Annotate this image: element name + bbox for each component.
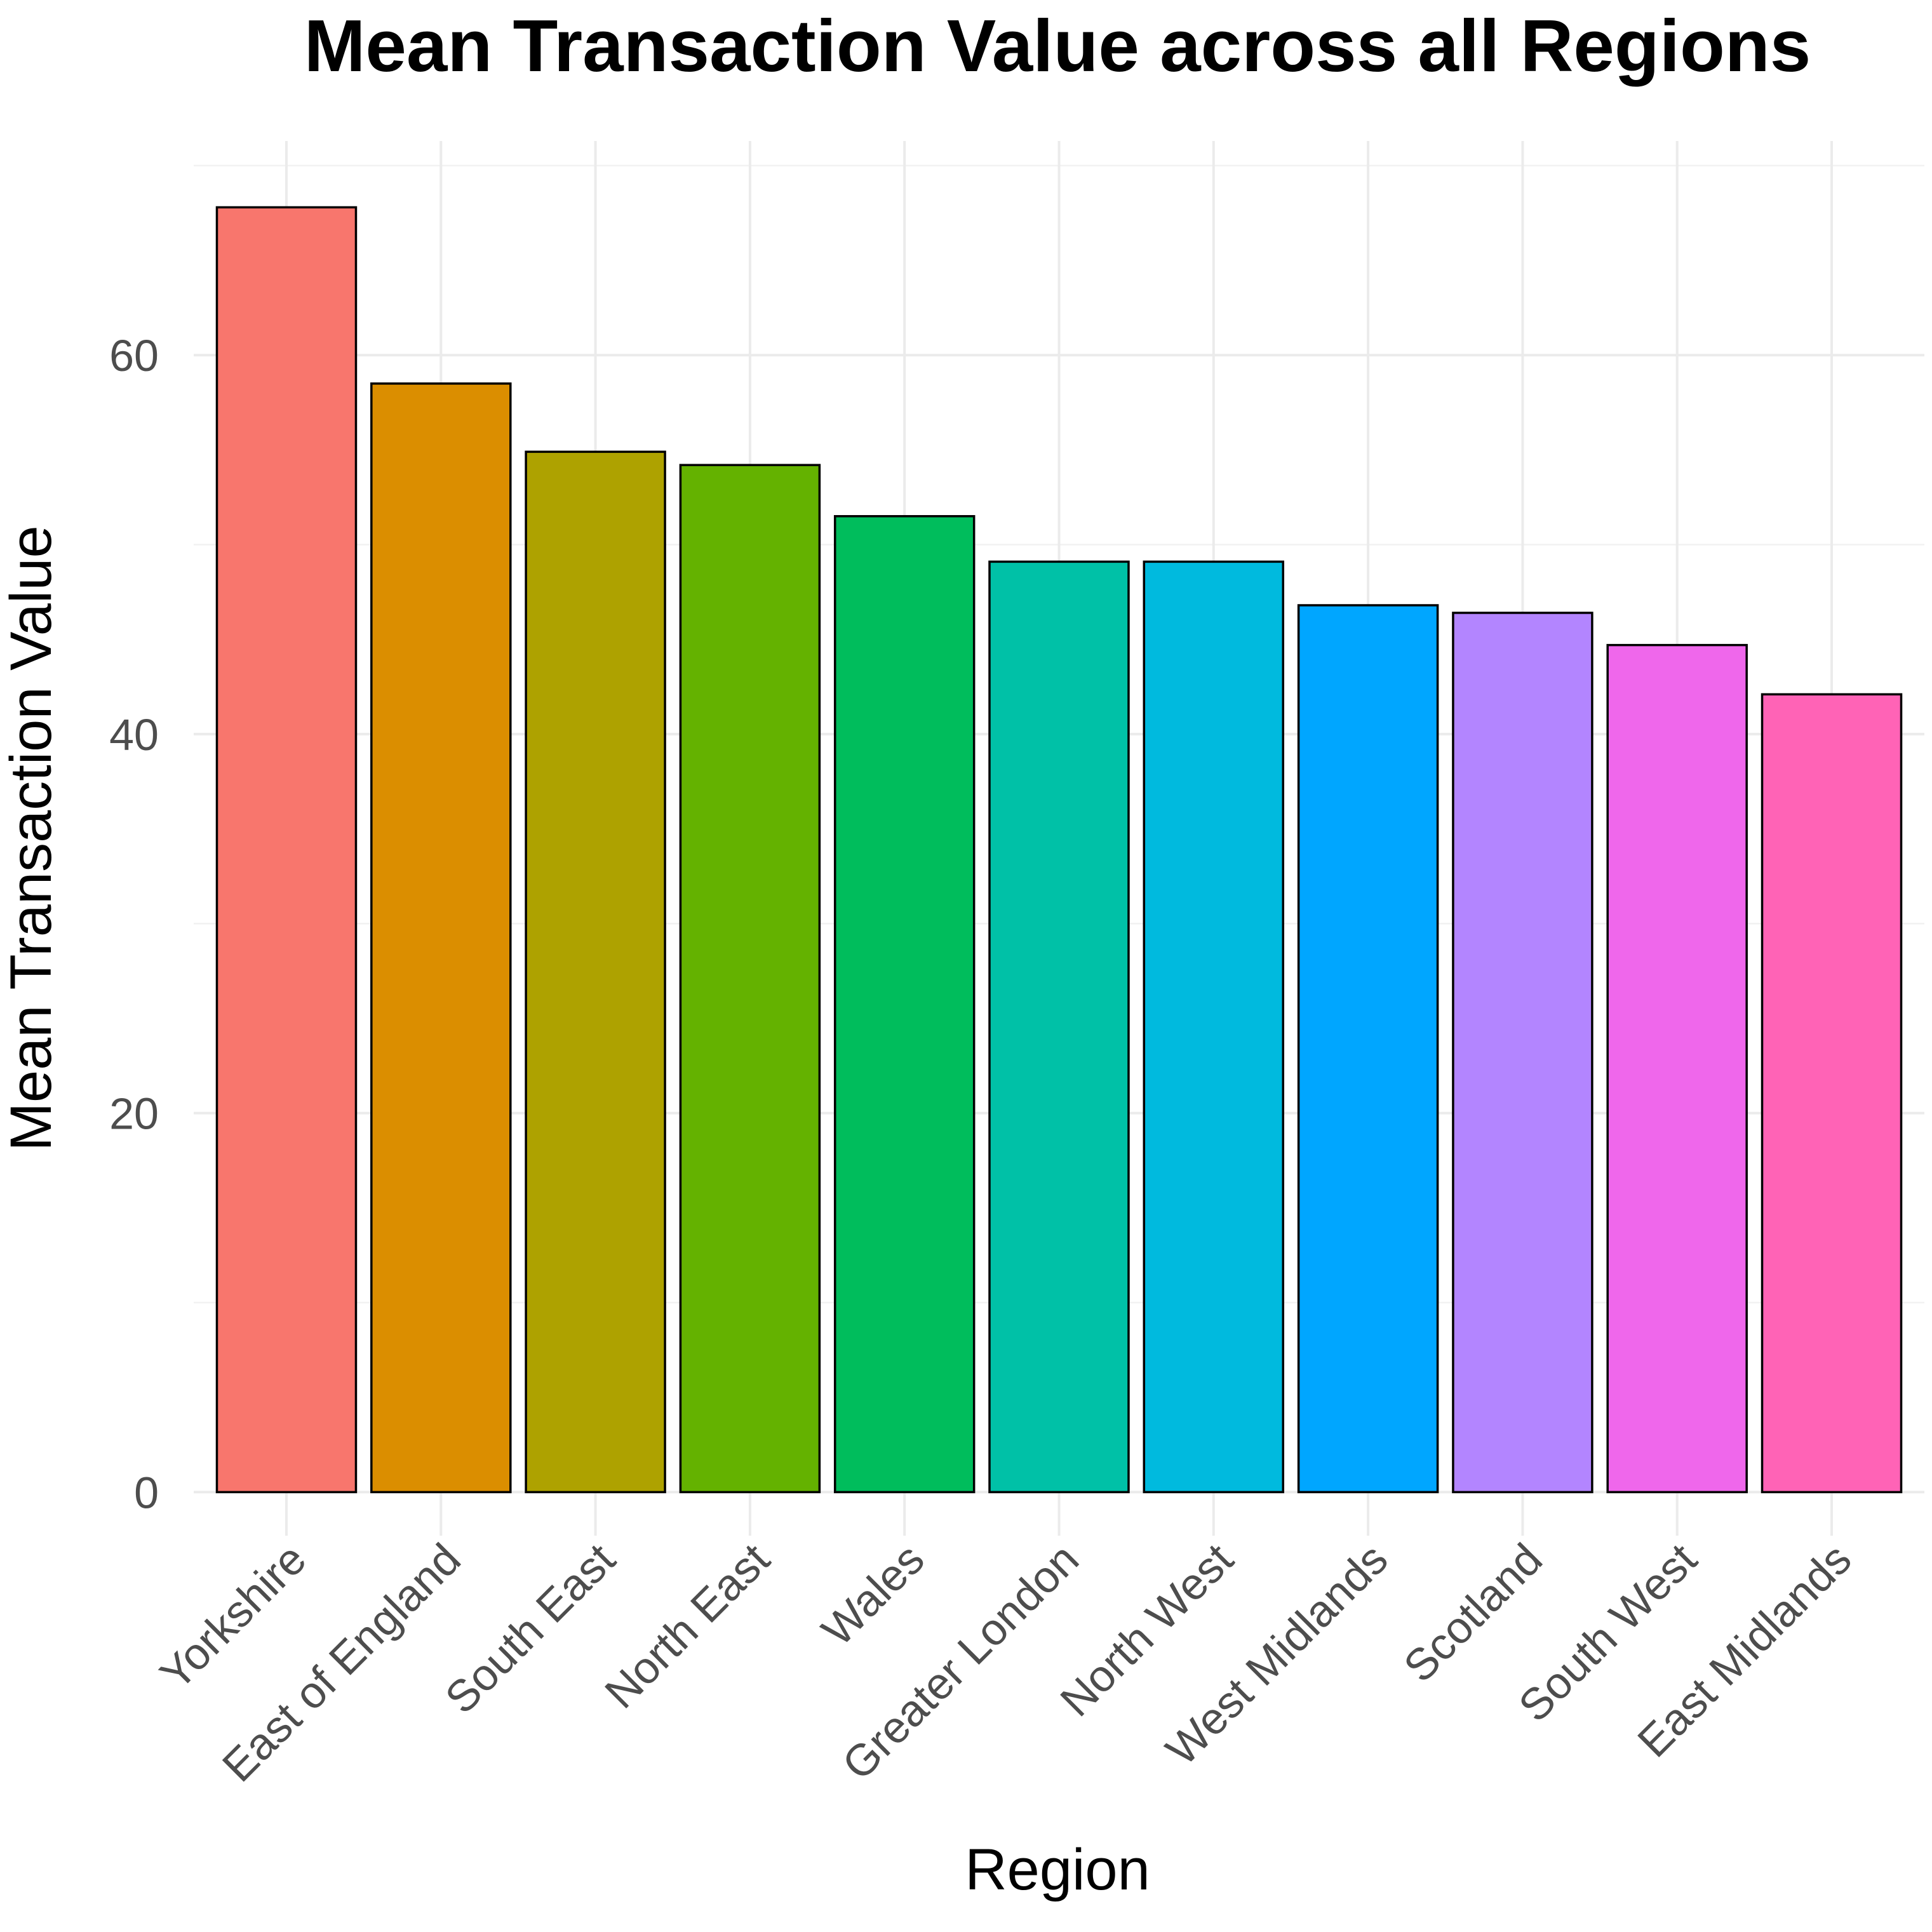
bars [215, 206, 1903, 1494]
y-tick-label: 0 [134, 1468, 159, 1517]
bar-east-midlands [1761, 693, 1903, 1494]
x-tick-label: North East [596, 1534, 779, 1717]
bar-west-midlands [1297, 604, 1439, 1494]
y-tick-labels: 0 20 40 60 [109, 331, 159, 1517]
y-axis-title: Mean Transaction Value [0, 525, 64, 1151]
y-tick-label: 20 [109, 1089, 159, 1139]
y-tick-label: 60 [109, 331, 159, 380]
bar-yorkshire [215, 206, 358, 1494]
bar-north-east [679, 464, 821, 1494]
x-tick-label: Yorkshire [151, 1534, 316, 1699]
x-tick-label: Scotland [1394, 1534, 1552, 1691]
bar-scotland [1452, 612, 1593, 1494]
chart-title: Mean Transaction Value across all Region… [304, 4, 1811, 87]
bar-greater-london [988, 560, 1130, 1494]
bar-east-of-england [370, 382, 512, 1494]
bar-north-west [1143, 560, 1285, 1494]
x-axis-title: Region [965, 1837, 1150, 1902]
x-tick-label: Wales [812, 1534, 934, 1655]
bar-south-east [525, 450, 666, 1494]
bar-south-west [1606, 643, 1748, 1494]
bar-wales [833, 515, 976, 1494]
y-tick-label: 40 [109, 710, 159, 760]
x-tick-label: South East [436, 1534, 624, 1722]
